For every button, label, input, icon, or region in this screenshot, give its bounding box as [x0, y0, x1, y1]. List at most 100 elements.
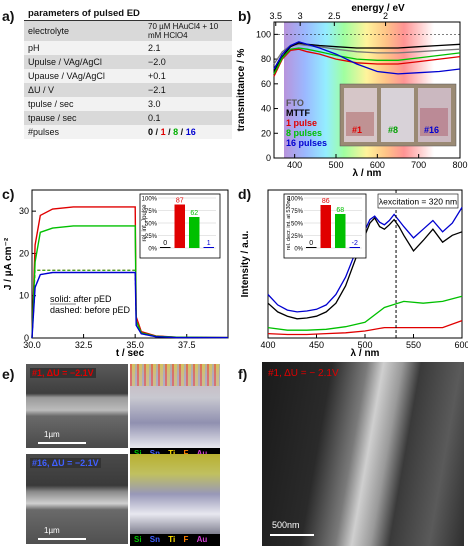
edx-legend-16: Si Sn Ti F Au: [130, 534, 220, 546]
scale-label-1: 1µm: [44, 430, 60, 439]
param-value: 70 µM HAuCl4 + 10 mM HClO4: [144, 20, 232, 41]
d-excitation-label: λexcitation = 320 nm: [379, 197, 457, 207]
b-xlabel: λ / nm: [353, 168, 382, 179]
table-row: #pulses 0 / 1 / 8 / 16: [24, 125, 232, 139]
legend-mttf: MTTF: [286, 108, 310, 118]
inset-tick-label: 100%: [288, 197, 304, 203]
inset-bar-label: 87: [176, 198, 184, 205]
inset-bar-label: 86: [322, 198, 330, 205]
inset-bar-1: [320, 205, 331, 248]
param-name: tpulse / sec: [24, 97, 144, 111]
el-si: Si: [134, 449, 142, 458]
pulses-value: 0 / 1 / 8 / 16: [144, 125, 232, 139]
d-xlabel: λ / nm: [351, 348, 380, 359]
el-si: Si: [134, 535, 142, 544]
inset-bar-label: 0: [163, 240, 167, 247]
series-line-3: [273, 47, 461, 75]
top-tick-label: 3.5: [269, 11, 282, 21]
x-tick-label: 35.0: [126, 340, 144, 350]
pulse-count-0: 0: [148, 127, 154, 137]
inset-tick-label: 25%: [291, 234, 304, 240]
y-tick-label: 40: [261, 104, 271, 114]
panel-label-f: f): [238, 366, 248, 382]
table-row: tpulse / sec 3.0: [24, 97, 232, 111]
panel-d-luminescence-chart: 400 450 500 550 600 0% 25% 50% 75% 100%rel. decr…: [240, 189, 468, 359]
x-tick-label: 600: [370, 160, 385, 170]
scale-label-16: 1µm: [44, 526, 60, 535]
param-name: ΔU / V: [24, 83, 144, 97]
el-f: F: [183, 535, 189, 544]
x-tick-label: 500: [328, 160, 343, 170]
y-tick-label: 0: [266, 153, 271, 163]
legend-fto: FTO: [286, 98, 304, 108]
pulses-label: #pulses: [24, 125, 144, 139]
x-tick-label: 400: [260, 340, 275, 350]
top-tick-label: 3: [298, 11, 303, 21]
inset-bar-0: [306, 247, 317, 248]
legend-8-pulses: 8 pulses: [286, 128, 322, 138]
inset-bar-2: [189, 217, 200, 248]
pulse-sep: /: [180, 127, 184, 137]
pulse-count-8: 8: [173, 127, 179, 137]
el-sn: Sn: [149, 535, 161, 544]
sem-cross-section-1: #1, ΔU = −2.1V 1µm: [26, 364, 128, 448]
inset-tick-label: 50%: [145, 222, 158, 228]
param-name: tpause / sec: [24, 111, 144, 125]
panel-b-transmittance-chart: 400 500 600 700 800 0 20 40 60 80 100 3.5 3 2.5 2 #1 #…: [236, 3, 468, 179]
param-name: Upulse / VAg/AgCl: [24, 55, 144, 69]
inset-tick-label: 75%: [291, 209, 304, 215]
parameter-table: parameters of pulsed ED electrolyte 70 µM…: [24, 6, 232, 139]
x-tick-label: 700: [411, 160, 426, 170]
c-xlabel: t / sec: [116, 348, 145, 359]
inset-bar-0: [160, 247, 171, 248]
x-tick-label: 37.5: [178, 340, 196, 350]
photo-label-8: #8: [388, 125, 398, 135]
x-tick-label: 600: [454, 340, 468, 350]
x-tick-label: 400: [287, 160, 302, 170]
inset-tick-label: 50%: [291, 222, 304, 228]
pl-line-1: [267, 319, 463, 336]
el-au: Au: [197, 449, 208, 458]
param-value: 3.0: [144, 97, 232, 111]
c-note-solid: solid: after pED: [50, 294, 112, 304]
d-ylabel: Intensity / a.u.: [240, 230, 251, 297]
sem-label-16: #16, ΔU = −2.1V: [30, 458, 101, 468]
inset-bar-label: 0: [309, 240, 313, 247]
inset-tick-label: 0%: [294, 247, 303, 253]
inset-bar-label: 68: [336, 207, 344, 214]
edx-map-1: [130, 364, 220, 448]
inset-bar-label: -2: [352, 240, 358, 247]
table-row: tpause / sec 0.1: [24, 111, 232, 125]
param-value: −2.1: [144, 83, 232, 97]
inset-tick-label: 75%: [145, 209, 158, 215]
inset-tick-label: 100%: [142, 197, 158, 203]
y-tick-label: 20: [19, 248, 29, 258]
series-line-1: [273, 42, 461, 72]
y-tick-label: 10: [19, 291, 29, 301]
el-au: Au: [196, 535, 208, 544]
param-name: Upause / VAg/AgCl: [24, 69, 144, 83]
pl-line-2: [267, 295, 463, 331]
table-row: Upulse / VAg/AgCl −2.0: [24, 55, 232, 69]
panel-label-e: e): [2, 366, 15, 382]
el-f: F: [183, 449, 188, 458]
series-line-2: [273, 48, 461, 77]
photo-label-16: #16: [424, 125, 439, 135]
y-tick-label: 30: [19, 206, 29, 216]
inset-bar-label: 62: [190, 210, 198, 217]
x-tick-label: 30.0: [23, 340, 41, 350]
current-line-before-2: [31, 272, 228, 339]
table-row: Upause / VAg/AgCl +0.1: [24, 69, 232, 83]
el-sn: Sn: [150, 449, 160, 458]
pl-line-3: [267, 207, 463, 313]
photo-label-1: #1: [352, 125, 362, 135]
param-name: electrolyte: [24, 20, 144, 41]
pulse-count-16: 16: [185, 127, 196, 137]
x-tick-label: 450: [309, 340, 324, 350]
sample-slide-8: [381, 88, 414, 142]
scale-bar: [38, 442, 86, 444]
param-value: 2.1: [144, 41, 232, 55]
inset-bar-label: 1: [207, 240, 211, 247]
scale-label-f: 500nm: [272, 520, 300, 530]
inset-ylabel: rel. decr. int. at 530nm: [286, 195, 292, 250]
